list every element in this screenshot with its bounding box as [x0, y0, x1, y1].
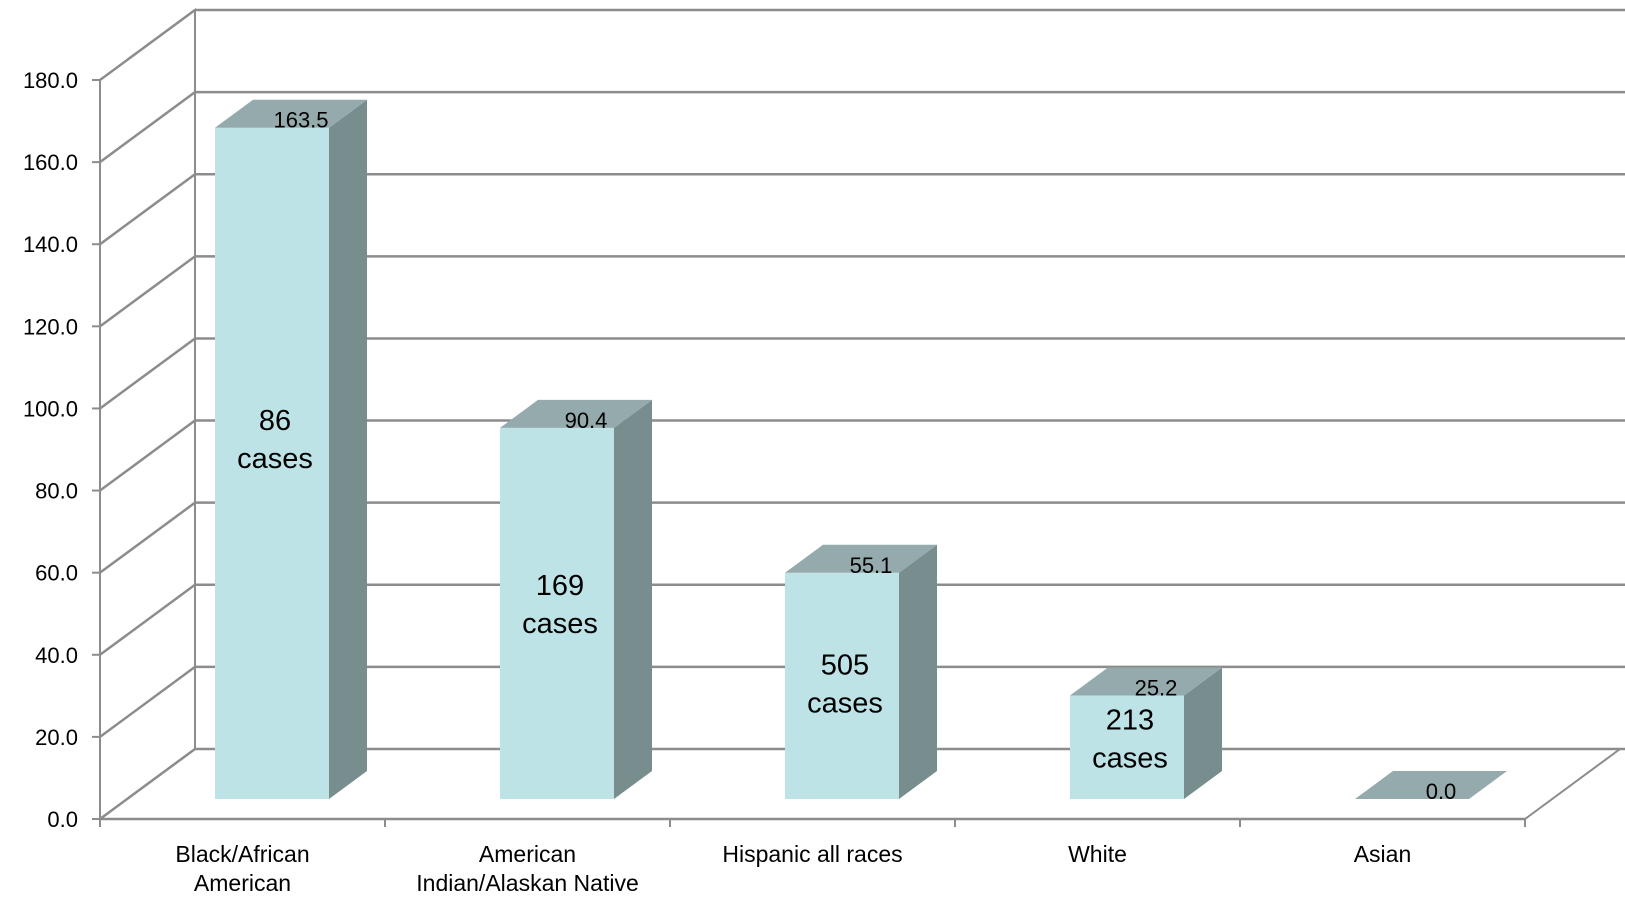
bar-front — [785, 572, 899, 799]
bar: 90.4 169 cases — [500, 399, 652, 799]
y-tick-label: 100.0 — [23, 396, 78, 421]
gridline-diagonal — [99, 501, 196, 574]
y-tick-label: 120.0 — [23, 314, 78, 339]
case-label: 169 cases — [522, 570, 598, 640]
case-label-line: cases — [237, 443, 313, 475]
case-label: 505 cases — [807, 650, 883, 720]
case-label: 86 cases — [237, 405, 313, 475]
gridline-diagonal — [99, 255, 196, 328]
case-label-line: cases — [522, 608, 598, 640]
x-axis: Black/African American American Indian/Alas… — [99, 817, 1526, 896]
bar-top — [785, 544, 937, 573]
x-tick-label: Black/African American — [175, 841, 309, 896]
data-label: 25.2 — [1135, 676, 1178, 701]
x-tick-label-line: Asian — [1354, 841, 1412, 867]
gridline-diagonal — [99, 583, 196, 656]
bar-front — [1070, 695, 1184, 799]
x-tick-label-line: Hispanic all races — [722, 841, 902, 867]
bar: 163.5 86 cases — [215, 99, 367, 799]
bar: 25.2 213 cases — [1070, 667, 1222, 799]
bar-top — [215, 99, 367, 128]
case-label-line: cases — [807, 688, 883, 720]
case-label-line: 505 — [821, 650, 869, 682]
bar-front — [500, 427, 614, 799]
bar-top — [1355, 771, 1507, 799]
case-label-line: 169 — [536, 570, 584, 602]
y-tick-label: 0.0 — [47, 807, 78, 832]
bar-top — [1070, 667, 1222, 696]
case-label-line: 213 — [1106, 705, 1154, 737]
x-tick-label: Asian — [1354, 841, 1412, 867]
x-tick-label-line: American — [194, 870, 291, 896]
data-label: 55.1 — [850, 553, 893, 578]
bar-side — [614, 399, 652, 799]
bar: 0.0 — [1355, 771, 1507, 804]
case-label: 213 cases — [1092, 705, 1168, 775]
x-tick-label-line: American — [479, 841, 576, 867]
bar-front — [215, 127, 329, 799]
x-tick-label: White — [1068, 841, 1127, 867]
y-tick-label: 80.0 — [35, 479, 78, 504]
x-tick-label: American Indian/Alaskan Native — [416, 841, 638, 896]
gridline-diagonal — [99, 173, 196, 246]
data-label: 90.4 — [565, 408, 608, 433]
case-label-line: cases — [1092, 743, 1168, 775]
y-tick-label: 20.0 — [35, 725, 78, 750]
bar-side — [329, 99, 367, 799]
y-tick-label: 40.0 — [35, 643, 78, 668]
x-tick-label: Hispanic all races — [722, 841, 902, 867]
bar: 55.1 505 cases — [785, 544, 937, 799]
data-label: 163.5 — [273, 108, 328, 133]
gridline-diagonal — [99, 665, 196, 738]
y-tick-label: 140.0 — [23, 232, 78, 257]
side-wall — [99, 8, 196, 821]
gridline-diagonal — [99, 419, 196, 492]
x-tick-label-line: White — [1068, 841, 1127, 867]
x-tick-label-line: Black/African — [175, 841, 309, 867]
y-tick-label: 160.0 — [23, 150, 78, 175]
gridline-diagonal — [99, 337, 196, 410]
bar-side — [899, 544, 937, 799]
y-tick-label: 180.0 — [23, 68, 78, 93]
bar-top — [500, 399, 652, 428]
bar-side — [1184, 667, 1222, 799]
y-axis: 0.0 20.0 40.0 60.0 80.0 100.0 120.0 140.0 160.0 1… — [23, 68, 101, 832]
x-tick-label-line: Indian/Alaskan Native — [416, 870, 638, 896]
gridline-diagonal — [99, 8, 196, 82]
gridline-diagonal — [99, 91, 196, 164]
y-tick-label: 60.0 — [35, 561, 78, 586]
case-label-line: 86 — [259, 405, 291, 437]
gridline-diagonal — [99, 747, 196, 821]
data-label: 0.0 — [1426, 779, 1457, 804]
